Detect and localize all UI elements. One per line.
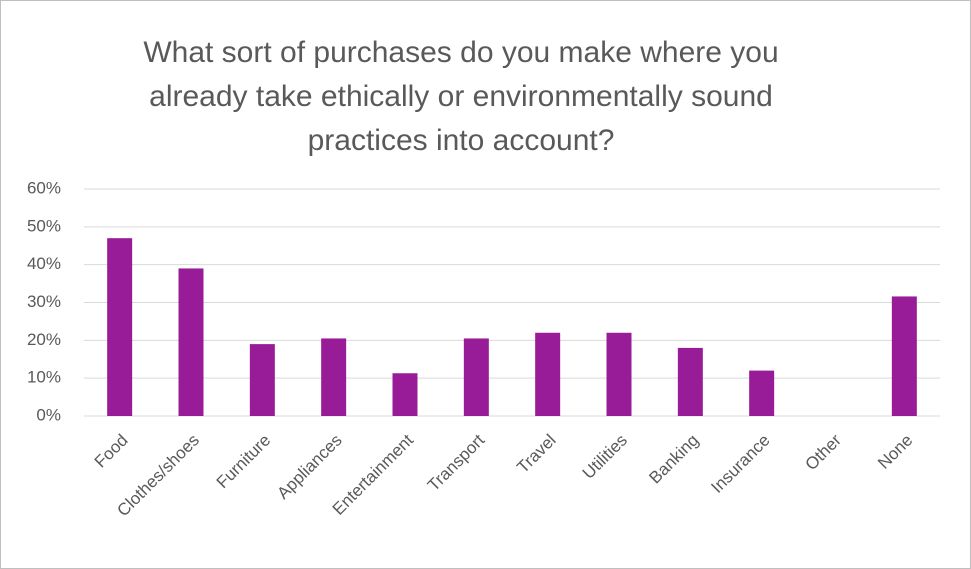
x-tick-label: Furniture: [213, 431, 275, 493]
chart-title: What sort of purchases do you make where…: [143, 36, 779, 157]
x-tick-label: Appliances: [273, 431, 345, 503]
x-tick-label: Banking: [645, 431, 702, 488]
x-tick-label: Food: [91, 431, 132, 472]
bar: [463, 338, 489, 416]
y-tick-label: 0%: [36, 405, 61, 424]
bar: [321, 338, 347, 416]
bar: [606, 332, 632, 416]
bar: [749, 370, 775, 416]
y-tick-label: 30%: [27, 292, 61, 311]
bar: [178, 268, 204, 416]
y-tick-label: 40%: [27, 254, 61, 273]
x-tick-label: Utilities: [579, 431, 631, 483]
y-tick-label: 50%: [27, 216, 61, 235]
y-tick-label: 10%: [27, 368, 61, 387]
bar: [677, 347, 703, 416]
bar: [249, 344, 275, 416]
bar: [392, 373, 418, 416]
y-tick-label: 20%: [27, 330, 61, 349]
y-tick-label: 60%: [27, 178, 61, 197]
x-tick-label: Insurance: [707, 431, 773, 497]
x-tick-label: Other: [801, 430, 845, 474]
bar: [891, 296, 917, 416]
bar: [107, 238, 133, 416]
x-tick-label: Transport: [424, 430, 489, 495]
x-tick-label: None: [874, 431, 916, 473]
x-tick-label: Travel: [513, 431, 559, 477]
bar: [535, 332, 561, 416]
